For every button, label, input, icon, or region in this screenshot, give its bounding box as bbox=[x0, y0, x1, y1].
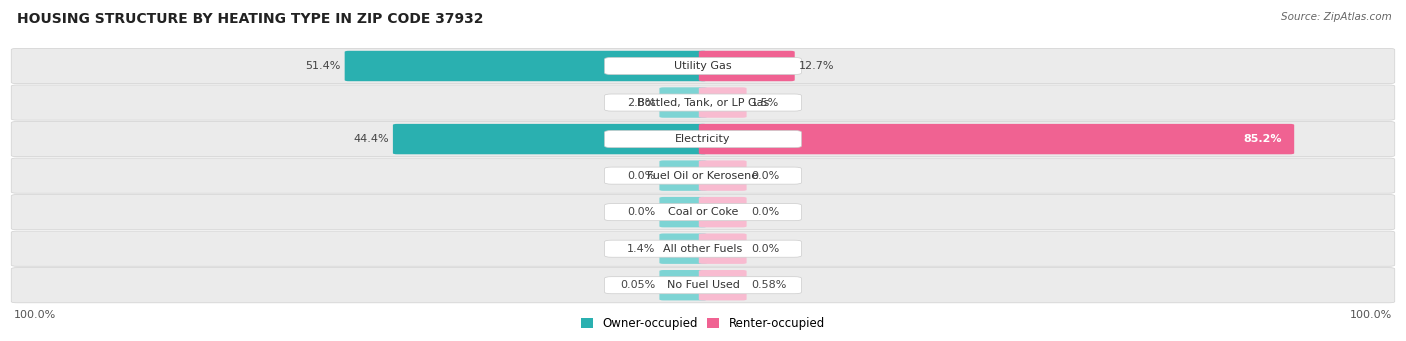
Text: 0.0%: 0.0% bbox=[627, 207, 655, 217]
Text: Coal or Coke: Coal or Coke bbox=[668, 207, 738, 217]
Text: Fuel Oil or Kerosene: Fuel Oil or Kerosene bbox=[647, 170, 759, 181]
FancyBboxPatch shape bbox=[11, 195, 1395, 230]
FancyBboxPatch shape bbox=[699, 197, 747, 227]
FancyBboxPatch shape bbox=[11, 158, 1395, 193]
Text: Source: ZipAtlas.com: Source: ZipAtlas.com bbox=[1281, 12, 1392, 22]
FancyBboxPatch shape bbox=[11, 268, 1395, 303]
Text: 1.4%: 1.4% bbox=[627, 244, 655, 254]
Text: 0.0%: 0.0% bbox=[751, 244, 779, 254]
FancyBboxPatch shape bbox=[605, 240, 801, 257]
Text: 100.0%: 100.0% bbox=[1350, 310, 1392, 320]
Text: Utility Gas: Utility Gas bbox=[675, 61, 731, 71]
FancyBboxPatch shape bbox=[699, 270, 747, 300]
FancyBboxPatch shape bbox=[605, 58, 801, 75]
FancyBboxPatch shape bbox=[605, 167, 801, 184]
Text: Bottled, Tank, or LP Gas: Bottled, Tank, or LP Gas bbox=[637, 98, 769, 107]
Text: All other Fuels: All other Fuels bbox=[664, 244, 742, 254]
FancyBboxPatch shape bbox=[699, 51, 794, 81]
Text: No Fuel Used: No Fuel Used bbox=[666, 280, 740, 290]
Legend: Owner-occupied, Renter-occupied: Owner-occupied, Renter-occupied bbox=[576, 313, 830, 335]
FancyBboxPatch shape bbox=[392, 124, 707, 154]
FancyBboxPatch shape bbox=[659, 87, 707, 118]
FancyBboxPatch shape bbox=[605, 277, 801, 294]
Text: 0.0%: 0.0% bbox=[627, 170, 655, 181]
FancyBboxPatch shape bbox=[699, 234, 747, 264]
FancyBboxPatch shape bbox=[11, 121, 1395, 157]
Text: 0.58%: 0.58% bbox=[751, 280, 786, 290]
FancyBboxPatch shape bbox=[659, 270, 707, 300]
Text: 51.4%: 51.4% bbox=[305, 61, 340, 71]
FancyBboxPatch shape bbox=[11, 48, 1395, 84]
Text: 1.5%: 1.5% bbox=[751, 98, 779, 107]
FancyBboxPatch shape bbox=[699, 87, 747, 118]
Text: 0.0%: 0.0% bbox=[751, 207, 779, 217]
FancyBboxPatch shape bbox=[659, 234, 707, 264]
Text: 0.05%: 0.05% bbox=[620, 280, 655, 290]
FancyBboxPatch shape bbox=[659, 160, 707, 191]
Text: HOUSING STRUCTURE BY HEATING TYPE IN ZIP CODE 37932: HOUSING STRUCTURE BY HEATING TYPE IN ZIP… bbox=[17, 12, 484, 26]
Text: 100.0%: 100.0% bbox=[14, 310, 56, 320]
FancyBboxPatch shape bbox=[605, 94, 801, 111]
Text: 12.7%: 12.7% bbox=[799, 61, 834, 71]
FancyBboxPatch shape bbox=[11, 231, 1395, 266]
FancyBboxPatch shape bbox=[605, 131, 801, 148]
FancyBboxPatch shape bbox=[11, 85, 1395, 120]
Text: Electricity: Electricity bbox=[675, 134, 731, 144]
Text: 85.2%: 85.2% bbox=[1243, 134, 1281, 144]
Text: 0.0%: 0.0% bbox=[751, 170, 779, 181]
FancyBboxPatch shape bbox=[659, 197, 707, 227]
FancyBboxPatch shape bbox=[699, 160, 747, 191]
FancyBboxPatch shape bbox=[605, 204, 801, 221]
FancyBboxPatch shape bbox=[344, 51, 707, 81]
FancyBboxPatch shape bbox=[699, 124, 1294, 154]
Text: 44.4%: 44.4% bbox=[353, 134, 388, 144]
Text: 2.8%: 2.8% bbox=[627, 98, 655, 107]
